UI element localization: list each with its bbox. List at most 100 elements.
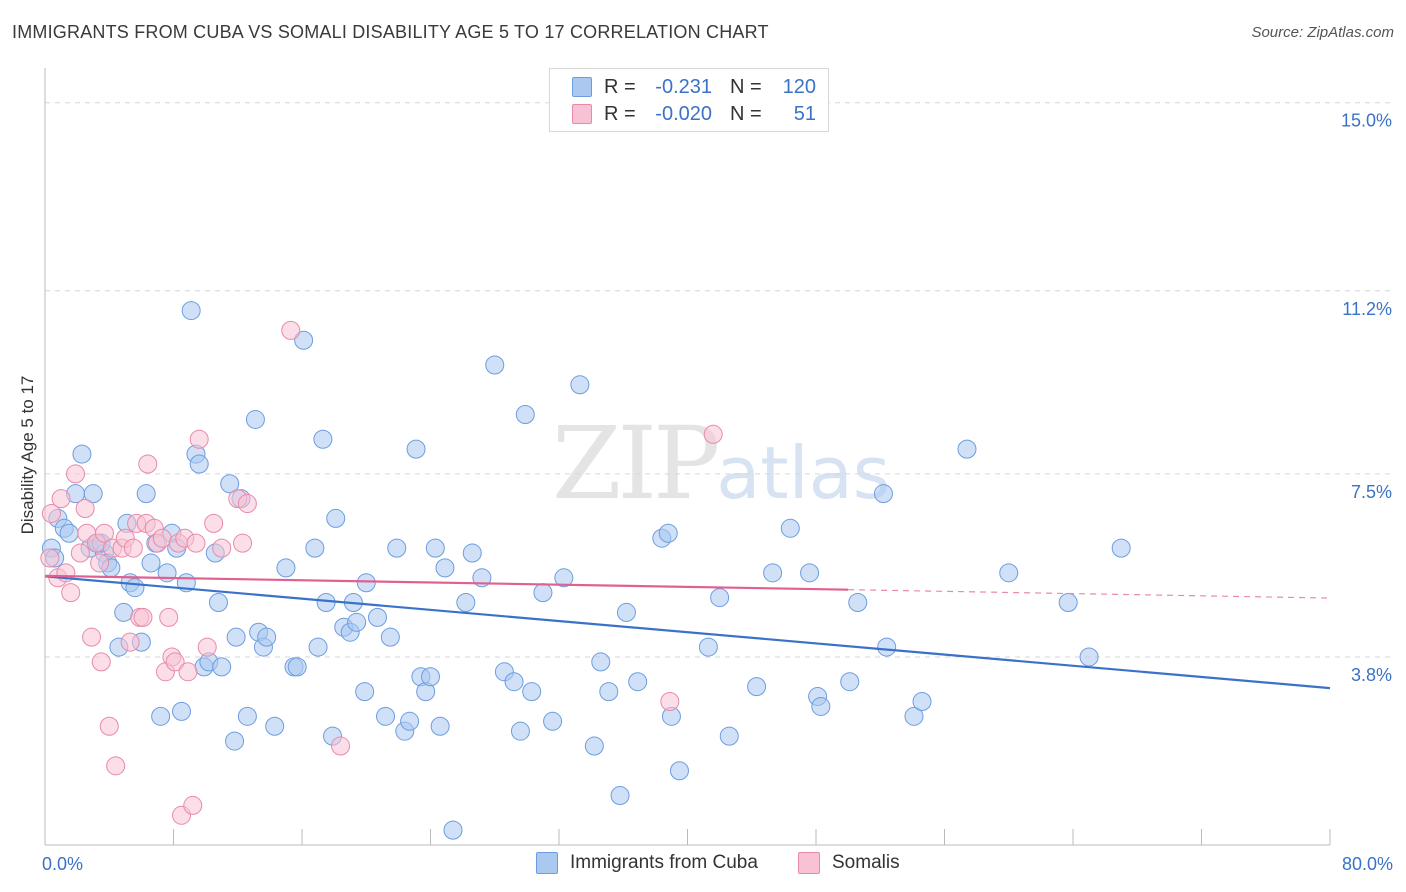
labels-layer: 3.8% 7.5% 11.2% 15.0% 0.0% 80.0% Disability Ag… [18, 111, 1393, 874]
data-point [877, 637, 897, 657]
data-point [178, 662, 198, 682]
data-point [515, 404, 535, 424]
trendline [44, 575, 1331, 690]
data-point [660, 691, 680, 711]
r-value: -0.231 [655, 75, 712, 98]
data-point [75, 499, 95, 519]
data-point [70, 543, 90, 563]
n-value: 51 [793, 102, 816, 125]
data-point [245, 409, 265, 429]
data-point [226, 627, 246, 647]
data-point [904, 706, 924, 726]
data-point [181, 301, 201, 321]
data-point [220, 474, 240, 494]
data-point [237, 494, 257, 514]
data-point [435, 558, 455, 578]
data-point [197, 637, 217, 657]
data-point [257, 627, 277, 647]
data-point [66, 464, 86, 484]
somali-legend-swatch [798, 852, 820, 874]
y-axis-label: Disability Age 5 to 17 [18, 376, 37, 535]
data-point [123, 538, 143, 558]
data-point [347, 612, 367, 632]
data-point [658, 523, 678, 543]
data-point [183, 795, 203, 815]
data-point [610, 786, 630, 806]
axes [44, 68, 1331, 846]
data-point [628, 672, 648, 692]
data-point [212, 538, 232, 558]
stats-legend-row-cuba: R = -0.231 N = 120 [572, 74, 816, 100]
data-point [1111, 538, 1131, 558]
data-point [114, 602, 134, 622]
data-point [208, 593, 228, 613]
x-tick-label: 80.0% [1342, 854, 1393, 874]
stats-legend-row-somali: R = -0.020 N = 51 [572, 101, 816, 127]
data-point [462, 543, 482, 563]
data-point [719, 726, 739, 746]
data-point [763, 563, 783, 583]
data-point [543, 711, 563, 731]
data-point [40, 548, 60, 568]
n-value: 120 [782, 75, 816, 98]
y-tick-label: 15.0% [1341, 111, 1392, 131]
data-point [443, 820, 463, 840]
data-point [212, 657, 232, 677]
y-tick-label: 7.5% [1351, 482, 1392, 502]
legend-item-somalis[interactable]: Somalis [798, 852, 900, 874]
data-point [159, 607, 179, 627]
trendline [848, 589, 1331, 599]
data-point [313, 429, 333, 449]
data-point [83, 484, 103, 504]
n-label: N = [730, 102, 762, 125]
data-point [747, 677, 767, 697]
data-point [141, 553, 161, 573]
data-point [873, 484, 893, 504]
data-point [999, 563, 1019, 583]
data-point [152, 528, 172, 548]
data-point [308, 637, 328, 657]
data-point [138, 454, 158, 474]
watermark-atlas: atlas [716, 431, 891, 515]
data-point [456, 593, 476, 613]
trendlines-layer [44, 574, 1331, 690]
data-point [356, 573, 376, 593]
data-point [400, 711, 420, 731]
data-point [840, 672, 860, 692]
source-label: Source: ZipAtlas.com [1251, 24, 1394, 41]
data-point [1079, 647, 1099, 667]
legend-item-cuba[interactable]: Immigrants from Cuba [536, 852, 758, 874]
data-point [355, 682, 375, 702]
data-point [106, 756, 126, 776]
data-point [504, 672, 524, 692]
x-tick-label: 0.0% [42, 854, 83, 874]
data-point [287, 657, 307, 677]
data-point [811, 696, 831, 716]
y-tick-label: 11.2% [1342, 299, 1392, 319]
points-layer [40, 301, 1131, 840]
legend-label-cuba: Immigrants from Cuba [570, 852, 758, 873]
data-point [406, 439, 426, 459]
data-point [957, 439, 977, 459]
data-point [165, 652, 185, 672]
data-point [99, 716, 119, 736]
data-point [326, 508, 346, 528]
data-point [120, 632, 140, 652]
data-point [125, 578, 145, 598]
data-point [570, 375, 590, 395]
data-point [380, 627, 400, 647]
r-value: -0.020 [655, 102, 712, 125]
data-point [485, 355, 505, 375]
chart-title: IMMIGRANTS FROM CUBA VS SOMALI DISABILIT… [12, 22, 769, 42]
data-point [698, 637, 718, 657]
data-point [533, 583, 553, 603]
grid [45, 102, 1392, 658]
data-point [599, 682, 619, 702]
n-label: N = [730, 75, 762, 98]
data-point [591, 652, 611, 672]
data-point [554, 568, 574, 588]
data-point [189, 454, 209, 474]
data-point [294, 330, 314, 350]
data-point [136, 484, 156, 504]
